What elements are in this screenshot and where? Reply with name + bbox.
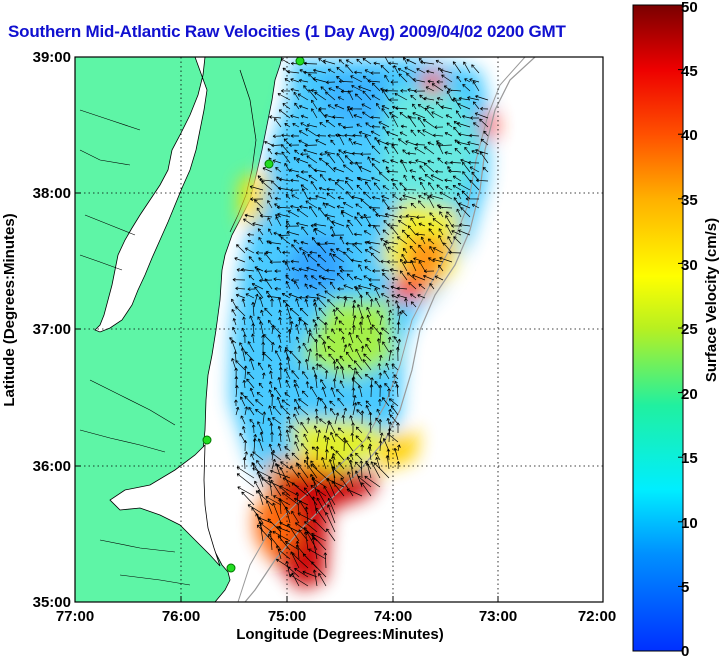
colorbar-tick-label: 40 — [681, 127, 698, 144]
grid-lines — [75, 57, 603, 602]
colorbar-tick-label: 15 — [681, 450, 698, 467]
lon-tick-label: 76:00 — [162, 608, 200, 625]
colorbar-ticks — [678, 4, 683, 587]
pamlico-sound — [109, 444, 221, 567]
lon-tick-label: 75:00 — [268, 608, 306, 625]
colorbar-tick-label: 50 — [681, 0, 698, 16]
radar-station — [264, 159, 274, 169]
colorbar-label: Surface Velocity (cm/s) — [703, 218, 720, 382]
lon-tick-label: 73:00 — [479, 608, 517, 625]
lat-tick-label: 37:00 — [33, 321, 71, 338]
colorbar-tick-label: 25 — [681, 321, 698, 338]
bathymetry-contour — [244, 57, 536, 602]
colorbar-tick-label: 20 — [681, 386, 698, 403]
map-title: Southern Mid-Atlantic Raw Velocities (1 … — [8, 22, 566, 41]
radar-station — [202, 435, 212, 445]
radar-station — [226, 563, 236, 573]
colorbar-tick-label: 45 — [681, 63, 698, 80]
inland-rivers — [79, 109, 191, 586]
land-mass — [75, 57, 283, 602]
lat-tick-label: 38:00 — [33, 185, 71, 202]
lon-tick-label: 74:00 — [374, 608, 412, 625]
lon-tick-label: 72:00 — [578, 608, 616, 625]
colorbar-tick-label: 35 — [681, 192, 698, 209]
colorbar-tick-label: 5 — [681, 579, 689, 596]
lat-tick-label: 35:00 — [33, 594, 71, 611]
chesapeake-bay — [94, 57, 208, 333]
colorbar-tick-label: 10 — [681, 515, 698, 532]
colorbar-tick-label: 0 — [681, 643, 689, 659]
x-axis-label: Longitude (Degrees:Minutes) — [236, 626, 444, 643]
radar-stations — [202, 57, 305, 573]
lat-tick-label: 36:00 — [33, 458, 71, 475]
lon-tick-label: 77:00 — [56, 608, 94, 625]
current-vectors — [229, 57, 489, 587]
y-axis-label: Latitude (Degrees:Minutes) — [1, 213, 18, 406]
colorbar — [632, 4, 684, 652]
lat-tick-label: 39:00 — [33, 49, 71, 66]
radar-station — [295, 57, 305, 66]
delmarva-coast — [229, 69, 257, 233]
colorbar-tick-label: 30 — [681, 257, 698, 274]
bathymetry-contour — [237, 57, 526, 602]
current-arrow-set — [229, 57, 489, 587]
